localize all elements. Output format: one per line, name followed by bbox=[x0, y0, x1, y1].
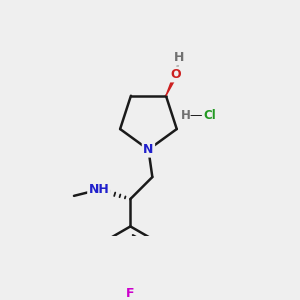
Text: —: — bbox=[189, 110, 202, 122]
Text: O: O bbox=[171, 68, 181, 81]
Text: N: N bbox=[143, 143, 154, 156]
Text: H: H bbox=[174, 51, 184, 64]
Text: NH: NH bbox=[89, 183, 110, 196]
Polygon shape bbox=[166, 74, 178, 96]
Text: Cl: Cl bbox=[203, 110, 216, 122]
Text: F: F bbox=[126, 287, 135, 300]
Text: H: H bbox=[181, 110, 191, 122]
